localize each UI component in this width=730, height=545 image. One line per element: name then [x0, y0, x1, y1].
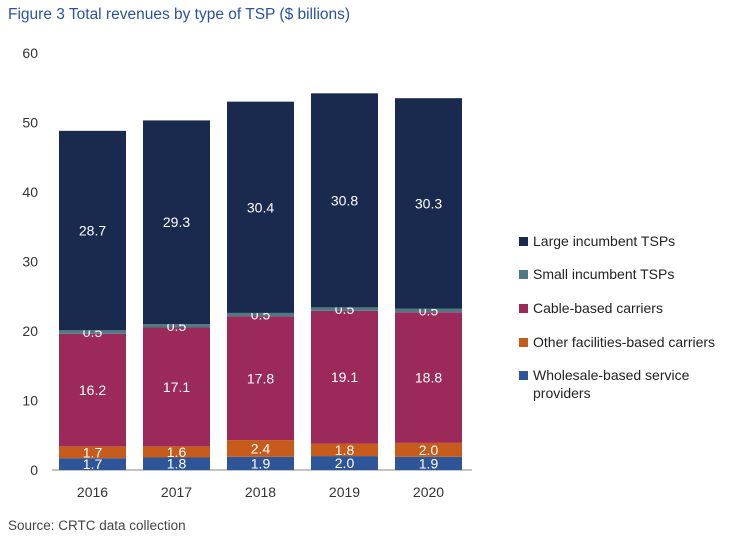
bar-segment: [395, 308, 462, 313]
bar-segment: [143, 324, 210, 328]
data-label: 16.2: [79, 382, 106, 398]
bar-segment: [227, 456, 294, 470]
bar-segment: [143, 327, 210, 447]
data-label: 1.9: [419, 455, 439, 471]
bar-segment: [311, 93, 378, 308]
source-note: Source: CRTC data collection: [8, 518, 186, 533]
y-tick-label: 50: [22, 115, 38, 131]
x-tick-label: 2020: [413, 484, 444, 500]
data-label: 1.8: [335, 442, 355, 458]
bar-segment: [227, 101, 294, 313]
bar-segment: [59, 130, 126, 331]
x-tick-label: 2019: [329, 484, 360, 500]
data-label: 1.7: [83, 444, 103, 460]
bar-segment: [59, 458, 126, 470]
bar-segment: [143, 446, 210, 458]
y-tick-label: 20: [22, 323, 38, 339]
legend-label: providers: [533, 385, 591, 401]
data-label: 2.4: [251, 440, 271, 456]
bar-segment: [395, 442, 462, 457]
data-label: 30.8: [331, 192, 358, 208]
data-label: 17.8: [247, 370, 274, 386]
bar-segment: [59, 330, 126, 334]
bar-segment: [311, 310, 378, 444]
chart-title: Figure 3 Total revenues by type of TSP (…: [8, 6, 351, 23]
bar-segment: [311, 443, 378, 457]
bar-segment: [311, 456, 378, 470]
data-label: 29.3: [163, 214, 190, 230]
y-tick-label: 40: [22, 184, 38, 200]
legend-label: Other facilities-based carriers: [533, 334, 715, 350]
y-tick-label: 0: [30, 462, 38, 478]
bar-segment: [227, 440, 294, 457]
legend-label: Large incumbent TSPs: [533, 233, 675, 249]
legend-swatch: [519, 371, 528, 380]
bar-segment: [227, 312, 294, 317]
data-label: 1.7: [83, 456, 103, 472]
y-tick-label: 10: [22, 393, 38, 409]
legend-label: Wholesale-based service: [533, 367, 690, 383]
legend-label: Small incumbent TSPs: [533, 266, 674, 282]
data-label: 19.1: [331, 369, 358, 385]
data-label: 18.8: [415, 370, 442, 386]
legend: Large incumbent TSPs Small incumbent TSPs…: [519, 233, 715, 401]
data-label: 2.0: [335, 455, 355, 471]
data-label: 1.9: [251, 455, 271, 471]
y-tick-label: 60: [22, 45, 38, 61]
data-label: 28.7: [79, 223, 106, 239]
bar-segment: [143, 457, 210, 470]
legend-swatch: [519, 237, 528, 246]
bars-group: 1.71.716.20.528.71.81.617.10.529.31.92.4…: [59, 93, 462, 472]
bar-segment: [395, 98, 462, 309]
bar-segment: [311, 307, 378, 311]
y-axis-ticks: 0 10 20 30 40 50 60: [22, 45, 38, 478]
bar-segment: [227, 316, 294, 441]
data-label: 30.3: [415, 195, 442, 211]
data-label: 1.6: [167, 444, 187, 460]
bar-segment: [395, 456, 462, 470]
data-label: 30.4: [247, 199, 274, 215]
data-label: 1.8: [167, 456, 187, 472]
x-tick-label: 2017: [161, 484, 192, 500]
legend-label: Cable-based carriers: [533, 300, 663, 316]
x-axis-ticks: 2016 2017 2018 2019 2020: [77, 484, 444, 500]
legend-swatch: [519, 304, 528, 313]
data-label: 2.0: [419, 442, 439, 458]
bar-segment: [59, 446, 126, 459]
data-label: 17.1: [163, 379, 190, 395]
bar-segment: [143, 120, 210, 325]
legend-swatch: [519, 270, 528, 279]
x-tick-label: 2016: [77, 484, 108, 500]
legend-swatch: [519, 338, 528, 347]
bar-segment: [395, 312, 462, 443]
x-tick-label: 2018: [245, 484, 276, 500]
bar-segment: [59, 333, 126, 447]
y-tick-label: 30: [22, 254, 38, 270]
